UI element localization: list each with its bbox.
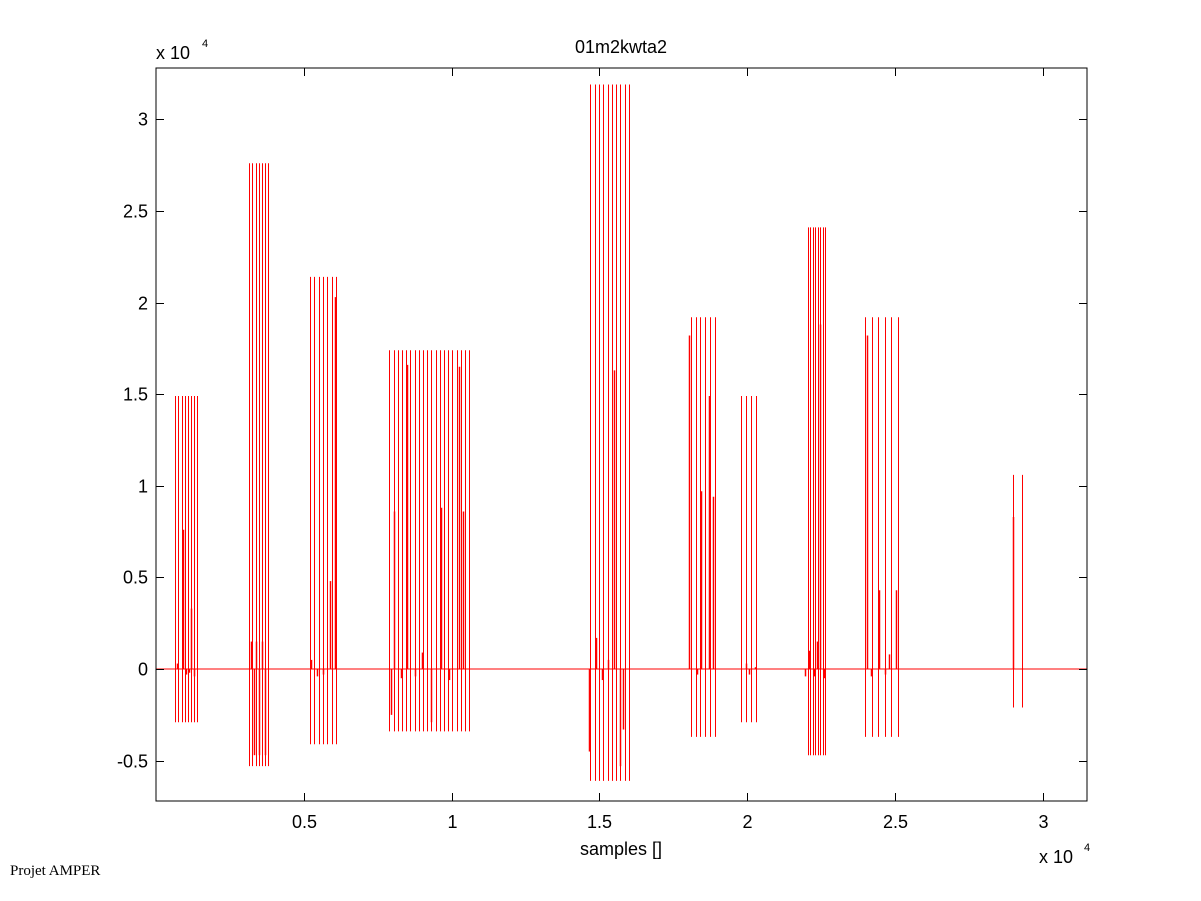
y-exponent-base: x 10 [156,43,190,63]
x-exponent-base: x 10 [1039,847,1073,867]
x-tick-label: 1 [447,812,457,832]
data-layer [156,84,1087,781]
plot-area [156,68,1087,801]
y-tick-label: 2.5 [123,202,148,222]
y-tick-label: 1.5 [123,385,148,405]
signal-burst [389,350,470,732]
signal-burst [804,227,826,756]
signal-burst [175,396,198,723]
footer-label: Projet AMPER [10,863,101,879]
y-tick-label: 3 [138,110,148,130]
signal-burst [688,317,716,737]
x-tick-label: 0.5 [292,812,317,832]
x-axis-exponent: x 10 4 [1039,842,1090,867]
signal-burst [865,317,899,737]
plot-frame [155,67,1088,802]
x-exponent-power: 4 [1084,842,1090,854]
y-tick-label: 0 [138,660,148,680]
signal-burst [249,163,269,767]
y-tick-label: 1 [138,477,148,497]
y-tick-label: 2 [138,294,148,314]
x-tick-label: 2.5 [883,812,908,832]
x-tick-label: 1.5 [587,812,612,832]
signal-burst [1012,474,1023,708]
chart-title: 01m2kwta2 [575,37,667,57]
x-tick-label: 2 [742,812,752,832]
x-axis-label: samples [] [580,839,662,859]
signal-burst [741,396,757,723]
signal-burst [588,84,630,781]
y-tick-label: 0.5 [123,568,148,588]
x-tick-label: 3 [1038,812,1048,832]
signal-burst [310,276,337,745]
tick-layer: 0.5 1 1.5 2 2.5 3 -0.5 0 0.5 1 1.5 2 2.5 3 [117,68,1087,832]
y-exponent-power: 4 [202,38,208,50]
y-tick-label: -0.5 [117,752,148,772]
y-axis-exponent: x 10 4 [156,38,208,63]
